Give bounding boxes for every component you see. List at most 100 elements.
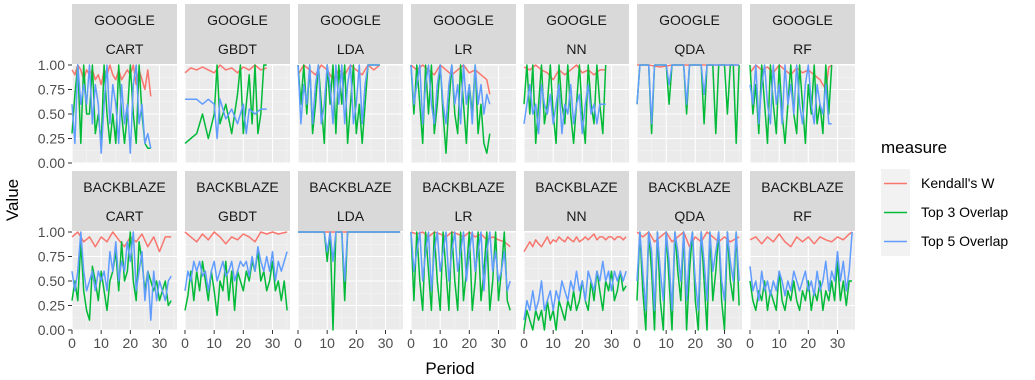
facet-panel: GOOGLE GBDT <box>184 4 290 164</box>
series-line-top5-overlap <box>410 231 511 292</box>
x-tick-label: 30 <box>830 335 846 351</box>
series-line-top5-overlap <box>71 231 172 321</box>
facet-dataset-label: GOOGLE <box>659 12 720 28</box>
x-tick-label: 0 <box>633 335 641 351</box>
facet-model-label: GBDT <box>218 208 257 224</box>
facet-panel: BACKBLAZE NN 0 10 20 30 <box>520 171 629 351</box>
x-tick-label: 20 <box>123 335 139 351</box>
x-tick-label: 30 <box>717 335 733 351</box>
facet-panel: BACKBLAZE LR 0 10 20 30 <box>407 171 516 351</box>
x-tick-label: 10 <box>432 335 448 351</box>
series-line-kendalls-w <box>71 64 152 97</box>
facet-strip <box>750 171 855 231</box>
y-tick-label: 1.00 <box>38 224 65 240</box>
series-line-top5-overlap <box>636 64 740 125</box>
facet-panel: BACKBLAZE CART 0.00 0.25 0.50 0.75 1.00 0 10 20 30 <box>38 171 177 351</box>
y-tick-label: 0.50 <box>38 273 65 289</box>
y-tick-label: 0.00 <box>38 155 65 171</box>
facet-panel: GOOGLE RF <box>749 4 855 164</box>
facet-panel: GOOGLE LR <box>410 4 516 164</box>
facet-model-label: NN <box>566 208 586 224</box>
x-tick-label: 0 <box>407 335 415 351</box>
panel-grid: GOOGLE CART 0.00 0.25 0.50 0.75 1.00 GOOGLE GBDT… <box>38 4 855 351</box>
facet-model-label: CART <box>106 208 144 224</box>
series-line-top5-overlap <box>297 64 380 125</box>
facet-model-label: CART <box>106 41 144 57</box>
x-tick-label: 30 <box>152 335 168 351</box>
series-line-top3-overlap <box>184 64 267 144</box>
y-tick-label: 1.00 <box>38 57 65 73</box>
facet-dataset-label: GOOGLE <box>207 12 268 28</box>
facet-panel: BACKBLAZE QDA 0 10 20 30 <box>633 171 742 351</box>
facet-strip <box>72 4 177 64</box>
x-tick-label: 30 <box>265 335 281 351</box>
x-tick-label: 0 <box>520 335 528 351</box>
legend-entry-label: Top 3 Overlap <box>921 204 1008 220</box>
x-axis-title: Period <box>425 359 474 378</box>
y-tick-label: 0.00 <box>38 322 65 338</box>
facet-strip <box>637 4 742 64</box>
y-tick-label: 0.25 <box>38 131 65 147</box>
series-line-top5-overlap <box>749 64 832 125</box>
x-tick-label: 10 <box>545 335 561 351</box>
facet-strip <box>72 171 177 231</box>
x-tick-label: 20 <box>688 335 704 351</box>
series-line-top3-overlap <box>523 270 627 331</box>
x-tick-label: 0 <box>181 335 189 351</box>
legend: measure Kendall's W Top 3 Overlap Top 5 Ove… <box>881 138 1008 256</box>
facet-dataset-label: GOOGLE <box>94 12 155 28</box>
facet-strip <box>185 4 290 64</box>
facet-strip <box>298 4 403 64</box>
series-line-kendalls-w <box>184 64 267 74</box>
x-tick-label: 30 <box>491 335 507 351</box>
series-line-kendalls-w <box>184 231 288 245</box>
series-line-top3-overlap <box>636 231 740 331</box>
x-tick-label: 10 <box>771 335 787 351</box>
facet-panel: BACKBLAZE LDA 0 10 20 30 <box>294 171 403 351</box>
facet-panel: BACKBLAZE RF 0 10 20 30 <box>746 171 855 351</box>
series-line-top5-overlap <box>410 64 491 125</box>
facet-strip <box>524 171 629 231</box>
facet-dataset-label: BACKBLAZE <box>196 179 278 195</box>
series-line-top5-overlap <box>636 231 740 312</box>
facet-strip <box>411 4 516 64</box>
facet-model-label: NN <box>566 41 586 57</box>
facet-model-label: QDA <box>674 208 705 224</box>
series-line-top3-overlap <box>749 64 833 145</box>
x-tick-label: 20 <box>801 335 817 351</box>
y-tick-label: 0.75 <box>38 249 65 265</box>
series-line-top5-overlap <box>298 231 401 282</box>
facet-model-label: LR <box>455 208 473 224</box>
series-line-top5-overlap <box>184 245 288 292</box>
x-tick-label: 0 <box>746 335 754 351</box>
x-tick-label: 10 <box>93 335 109 351</box>
facet-dataset-label: GOOGLE <box>320 12 381 28</box>
facet-model-label: LDA <box>337 208 365 224</box>
facet-model-label: GBDT <box>218 41 257 57</box>
facet-dataset-label: BACKBLAZE <box>83 179 165 195</box>
facet-dataset-label: GOOGLE <box>546 12 607 28</box>
facet-panel: GOOGLE LDA <box>297 4 403 164</box>
x-tick-label: 20 <box>236 335 252 351</box>
facet-panel: GOOGLE NN <box>523 4 629 164</box>
facet-strip <box>750 4 855 64</box>
facet-dataset-label: BACKBLAZE <box>761 179 843 195</box>
x-tick-label: 0 <box>294 335 302 351</box>
legend-title: measure <box>881 138 947 157</box>
series-line-top3-overlap <box>184 250 288 317</box>
facet-dataset-label: BACKBLAZE <box>422 179 504 195</box>
y-tick-label: 0.75 <box>38 82 65 98</box>
x-tick-label: 30 <box>378 335 394 351</box>
series-line-top5-overlap <box>523 260 627 321</box>
y-tick-label: 0.50 <box>38 106 65 122</box>
x-tick-label: 20 <box>575 335 591 351</box>
series-line-kendalls-w <box>523 233 627 252</box>
series-line-top5-overlap <box>749 231 853 302</box>
facet-strip <box>637 171 742 231</box>
facet-strip <box>185 171 290 231</box>
legend-entry-label: Top 5 Overlap <box>921 233 1008 249</box>
facet-strip <box>524 4 629 64</box>
x-tick-label: 10 <box>319 335 335 351</box>
series-line-kendalls-w <box>749 231 853 248</box>
